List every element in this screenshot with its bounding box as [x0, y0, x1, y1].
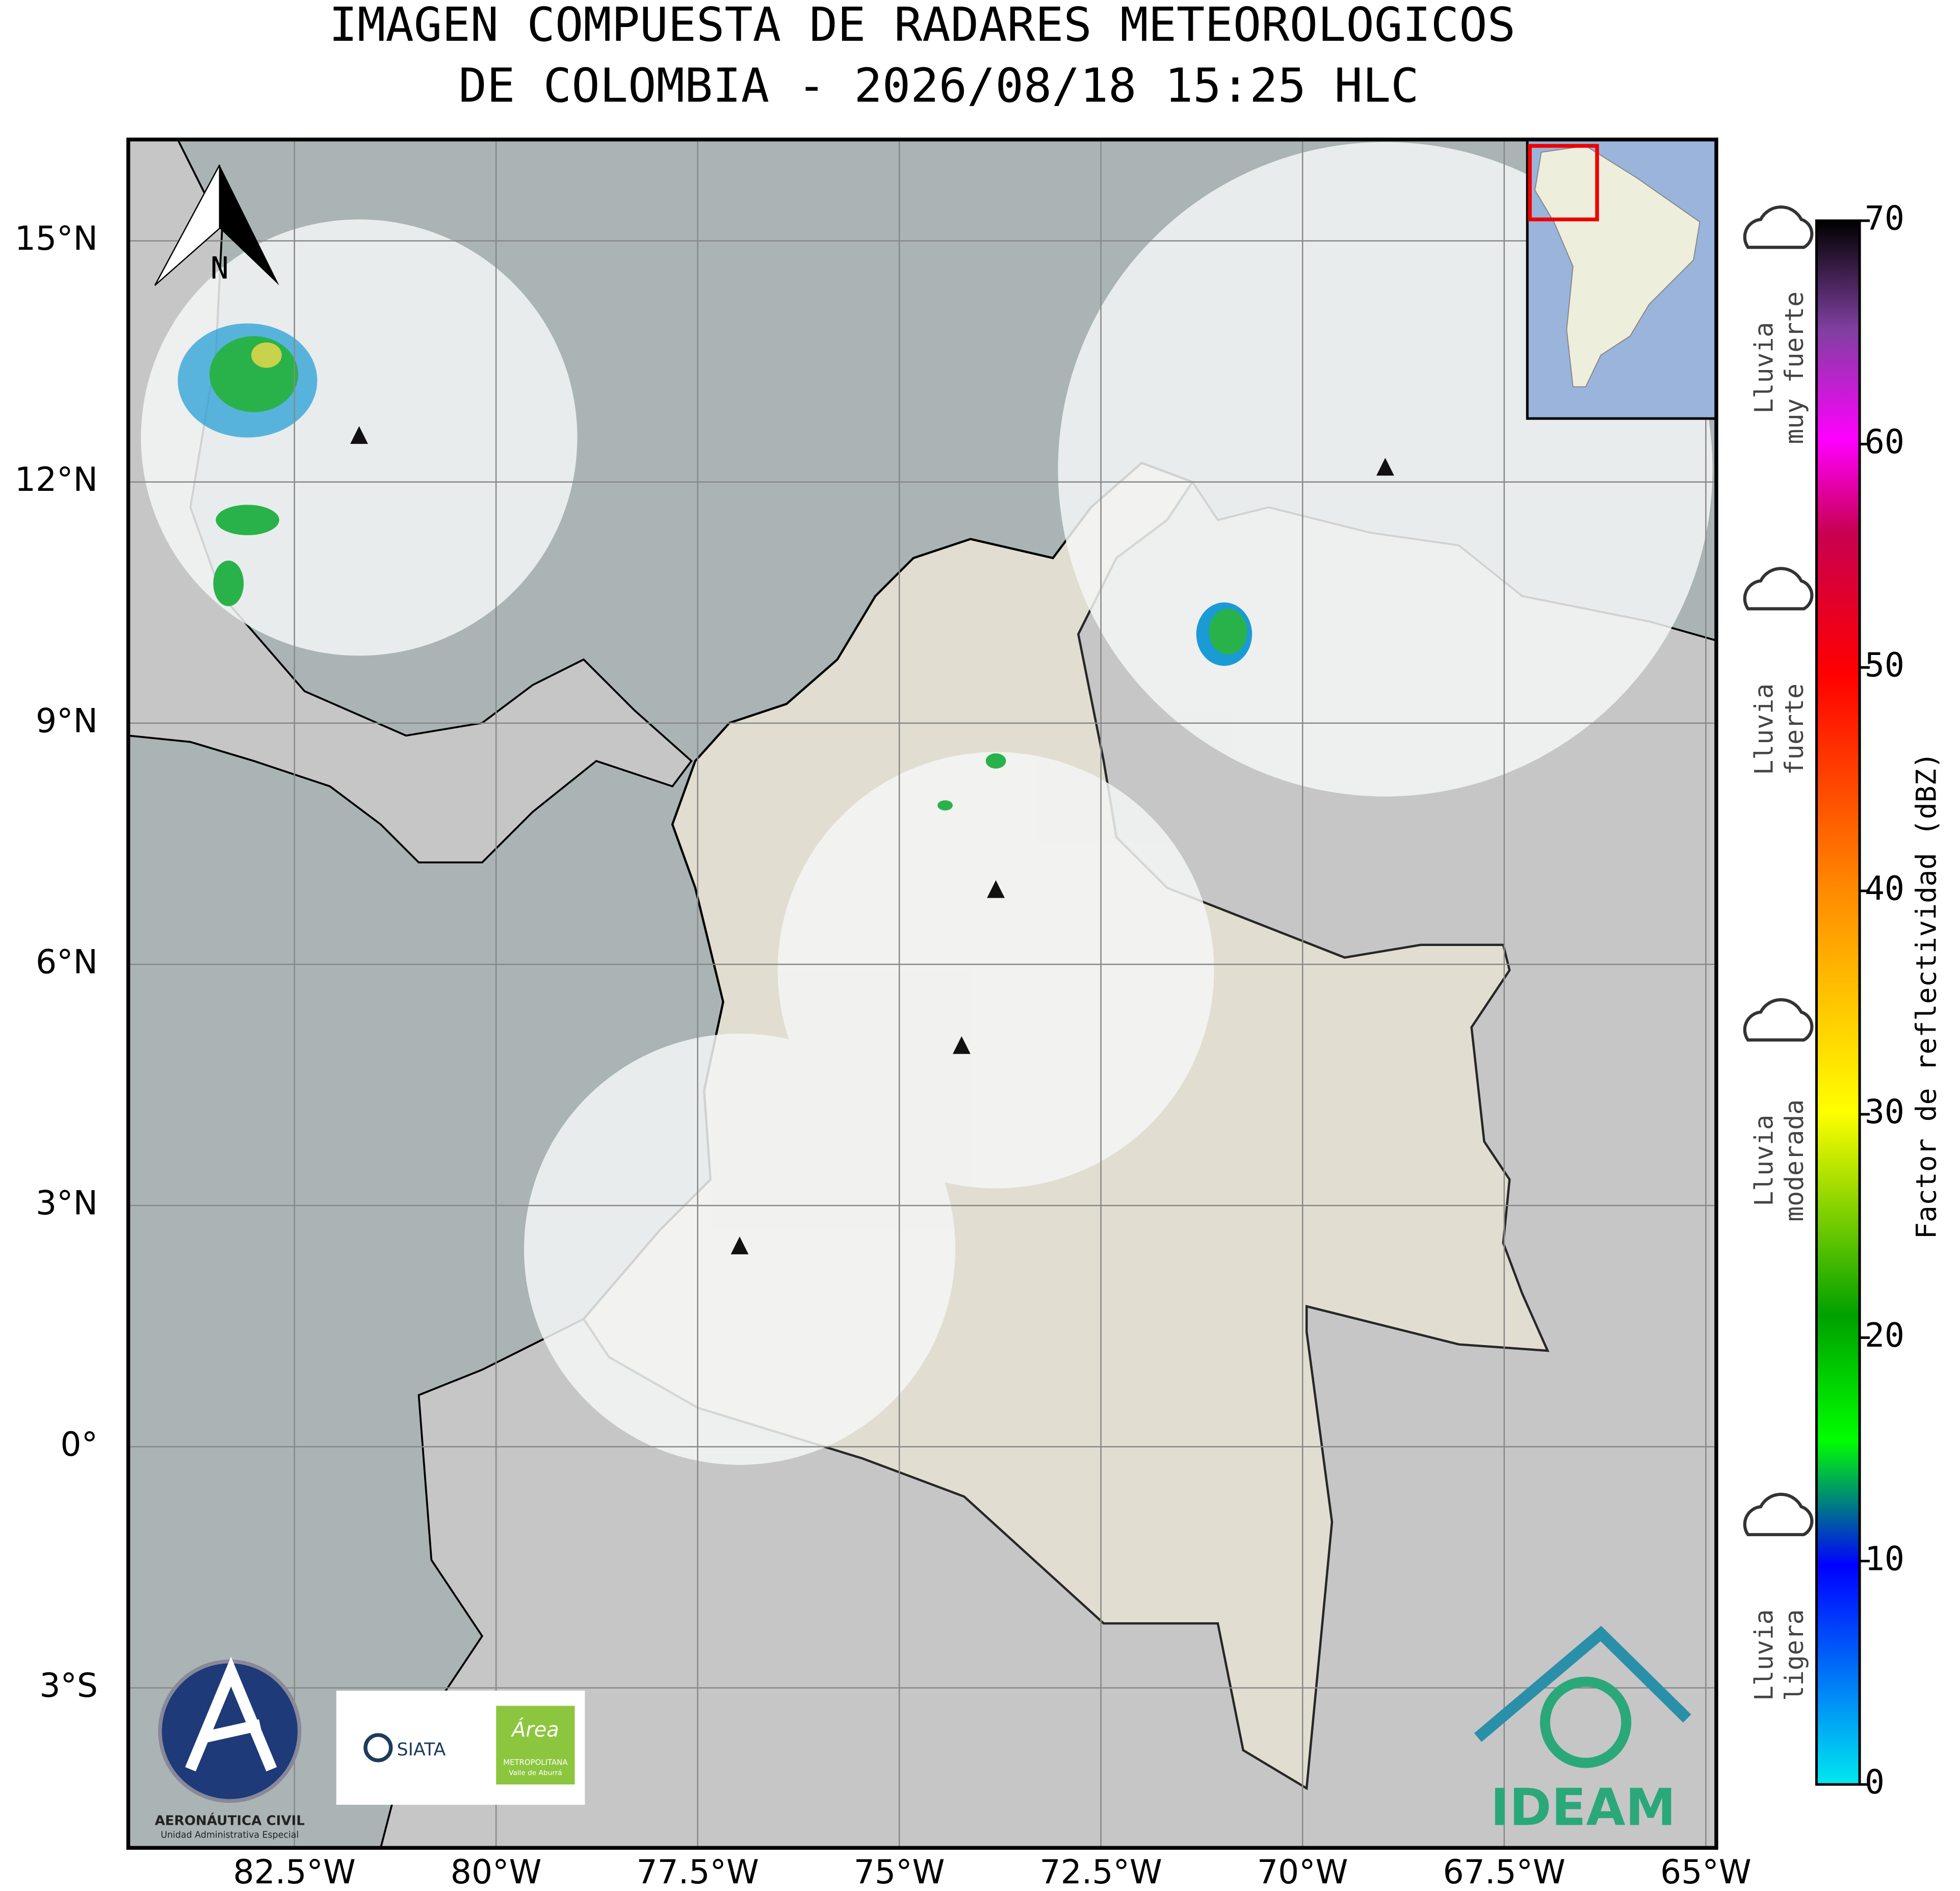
compass-label: N: [211, 251, 229, 286]
logo-text: METROPOLITANA: [503, 1758, 568, 1767]
colorbar-tick-label: 60: [1865, 423, 1904, 461]
map-area: N: [128, 139, 1716, 1848]
logos: AERONÁUTICA CIVIL Unidad Administrativa …: [155, 1625, 1691, 1841]
logo-text: Valle de Aburrá: [509, 1769, 562, 1777]
grid: [128, 139, 1716, 1848]
colorbar-tick-label: 50: [1865, 646, 1904, 685]
lat-tick-label: 0°: [60, 1426, 98, 1464]
lat-tick-label: 9°N: [36, 702, 98, 740]
rain-level-label: Lluvia: [1749, 1609, 1779, 1701]
colorbar-label: Factor de reflectividad (dBZ): [1910, 752, 1943, 1239]
logo-text: IDEAM: [1491, 1779, 1676, 1837]
colorbar-tick-label: 30: [1865, 1093, 1904, 1132]
cloud-icon: [1743, 1492, 1814, 1536]
lon-tick-label: 82.5°W: [233, 1853, 355, 1891]
rain-level-label: fuerte: [1780, 684, 1809, 775]
logo-text: Área: [510, 1718, 559, 1742]
rain-level-label: Lluvia: [1749, 322, 1779, 414]
lon-tick-label: 70°W: [1257, 1853, 1348, 1891]
cloud-icon: [1743, 567, 1814, 611]
colorbar-tick-label: 0: [1865, 1764, 1885, 1802]
colorbar-tick-label: 70: [1865, 200, 1904, 238]
lon-tick-label: 75°W: [854, 1853, 945, 1891]
title-line: IMAGEN COMPUESTA DE RADARES METEOROLOGIC…: [329, 0, 1516, 52]
logo-text: Unidad Administrativa Especial: [161, 1830, 299, 1841]
map-frame: [126, 137, 1718, 1850]
rain-level-label: moderada: [1780, 1099, 1809, 1222]
lat-tick-label: 3°S: [39, 1667, 98, 1705]
lat-tick-label: 3°N: [36, 1185, 98, 1223]
lon-tick-label: 67.5°W: [1443, 1853, 1565, 1891]
radar-sites: [350, 426, 1394, 1254]
colorbar-tick-label: 20: [1865, 1317, 1904, 1355]
rain-level-label: muy fuerte: [1780, 292, 1809, 444]
lon-tick-label: 72.5°W: [1040, 1853, 1162, 1891]
colorbar-tick-label: 10: [1865, 1540, 1904, 1578]
lon-tick-label: 80°W: [451, 1853, 542, 1891]
cloud-icon: [1743, 998, 1814, 1042]
lon-tick-label: 65°W: [1660, 1853, 1752, 1891]
lat-tick-label: 15°N: [15, 220, 98, 258]
colorbar: [1815, 219, 1861, 1786]
logo-text: SIATA: [397, 1740, 446, 1760]
rain-level-label: ligera: [1780, 1609, 1809, 1701]
precipitation: [177, 323, 1252, 810]
inset-map: [1526, 139, 1716, 420]
logo-text: AERONÁUTICA CIVIL: [155, 1813, 305, 1829]
rain-level-label: Lluvia: [1749, 684, 1779, 775]
lat-tick-label: 12°N: [15, 461, 98, 499]
cloud-icon: [1743, 205, 1814, 249]
lat-tick-label: 6°N: [36, 943, 98, 982]
lon-tick-label: 77.5°W: [636, 1853, 759, 1891]
colorbar-tick-label: 40: [1865, 870, 1904, 908]
rain-level-label: Lluvia: [1749, 1115, 1779, 1206]
title-line: DE COLOMBIA - 2026/08/18 15:25 HLC: [459, 59, 1419, 113]
